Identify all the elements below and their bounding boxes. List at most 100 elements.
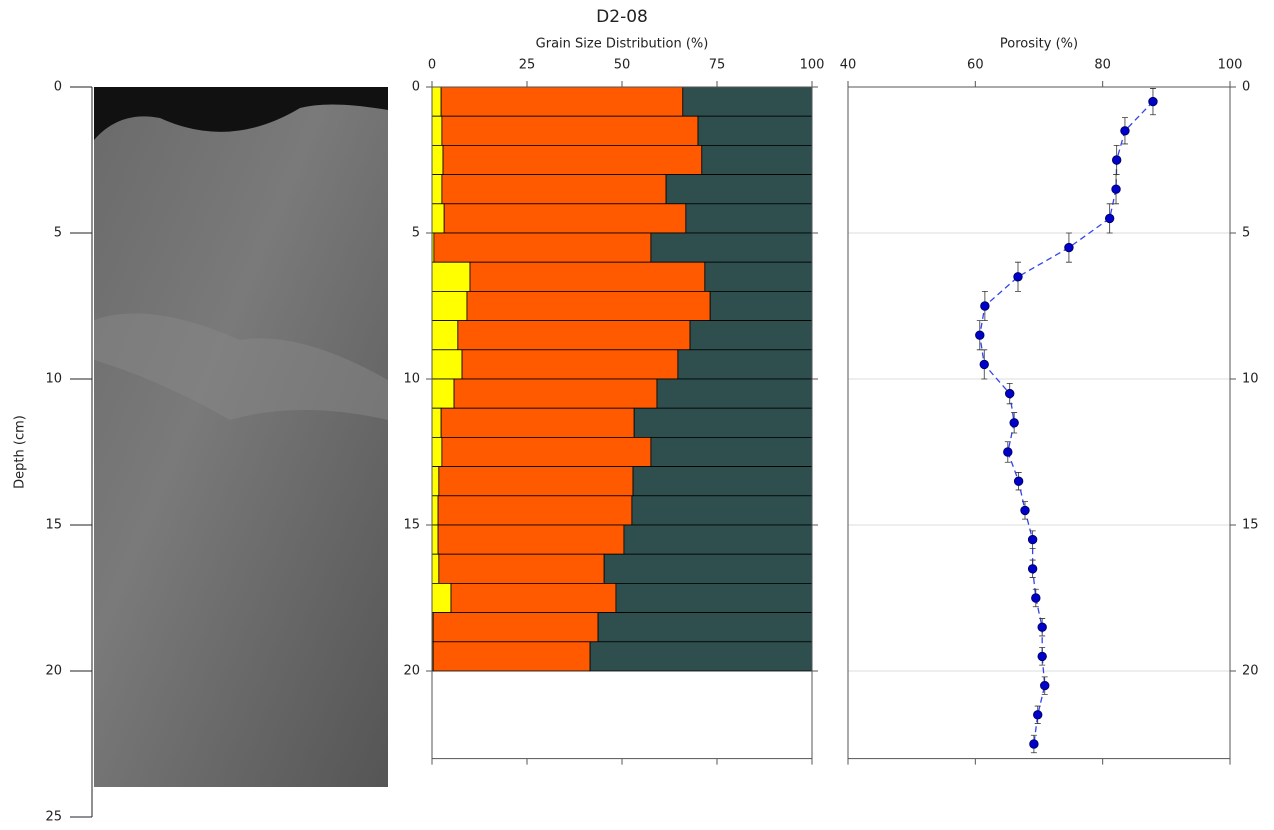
bar-segment xyxy=(589,641,813,672)
y-tick-label: 10 xyxy=(403,372,420,387)
point xyxy=(1009,418,1019,428)
y-tick-label: 5 xyxy=(1242,226,1250,241)
bar-segment xyxy=(466,290,711,321)
x-tick-label: 75 xyxy=(709,58,726,73)
bar-segment xyxy=(689,320,813,351)
bar-segment xyxy=(431,115,443,146)
x-axis-label: Porosity (%) xyxy=(1000,37,1078,52)
bar-segment xyxy=(431,436,443,467)
bar-segment xyxy=(431,553,440,584)
bar-segment xyxy=(431,466,440,497)
y-tick-label: 5 xyxy=(412,226,420,241)
point xyxy=(1111,155,1122,165)
bar-segment xyxy=(469,261,706,292)
point xyxy=(1111,184,1121,194)
plot-frame xyxy=(847,86,1231,760)
y-tick-label: 0 xyxy=(54,80,62,95)
point xyxy=(1031,593,1041,603)
y-tick-label: 5 xyxy=(54,226,62,241)
bar-segment xyxy=(682,86,813,117)
y-tick-label: 20 xyxy=(45,664,62,679)
y-tick-label: 15 xyxy=(1242,518,1259,533)
bar-segment xyxy=(633,407,813,438)
point xyxy=(1033,710,1043,720)
bar-segment xyxy=(437,524,625,555)
bar-segment xyxy=(440,407,635,438)
point xyxy=(1027,564,1038,574)
x-tick-label: 60 xyxy=(967,58,984,73)
x-tick-label: 0 xyxy=(428,58,436,73)
bar-segment xyxy=(431,261,471,292)
core-image xyxy=(94,87,388,787)
point xyxy=(1064,242,1074,253)
bar-segment xyxy=(453,378,658,409)
bar-segment xyxy=(615,583,813,614)
point xyxy=(1040,680,1050,691)
y-tick-label: 20 xyxy=(403,664,420,679)
point xyxy=(1013,476,1024,486)
bar-segment xyxy=(665,174,813,205)
point xyxy=(1037,651,1047,662)
bar-segment xyxy=(441,174,667,205)
bar-segment xyxy=(431,349,463,380)
bar-segment xyxy=(597,612,813,643)
bar-segment xyxy=(603,553,813,584)
bar-segment xyxy=(623,524,813,555)
bar-segment xyxy=(438,466,634,497)
bar-segment xyxy=(441,115,699,146)
x-axis-label: Grain Size Distribution (%) xyxy=(536,37,709,52)
point xyxy=(975,330,985,340)
point xyxy=(1148,96,1158,107)
bar-segment xyxy=(431,203,445,234)
bar-segment xyxy=(677,349,813,380)
point xyxy=(1027,534,1038,545)
bar-segment xyxy=(431,495,439,526)
x-tick-label: 25 xyxy=(519,58,536,73)
y-tick-label: 20 xyxy=(1242,664,1259,679)
point xyxy=(980,301,990,311)
point xyxy=(1020,505,1030,516)
chart-title: D2-08 xyxy=(596,7,648,27)
x-tick-label: 100 xyxy=(1218,58,1243,73)
point xyxy=(1029,739,1039,749)
y-tick-label: 15 xyxy=(403,518,420,533)
point xyxy=(1003,447,1013,457)
bar-segment xyxy=(631,495,813,526)
x-tick-label: 40 xyxy=(840,58,857,73)
y-tick-label: 25 xyxy=(45,810,62,825)
bar-segment xyxy=(685,203,813,234)
bar-segment xyxy=(431,583,452,614)
bar-segment xyxy=(438,553,605,584)
point xyxy=(1037,622,1047,632)
point xyxy=(979,359,989,370)
bar-segment xyxy=(432,641,591,672)
bar-segment xyxy=(431,290,468,321)
bar-segment xyxy=(437,495,633,526)
bar-segment xyxy=(443,203,687,234)
y-tick-label: 10 xyxy=(45,372,62,387)
bar-segment xyxy=(433,232,652,263)
bar-segment xyxy=(431,86,442,117)
x-tick-label: 50 xyxy=(614,58,631,73)
point xyxy=(1120,126,1130,136)
bar-segment xyxy=(650,436,813,467)
y-tick-label: 15 xyxy=(45,518,62,533)
bar-segment xyxy=(697,115,813,146)
y-tick-label: 10 xyxy=(1242,372,1259,387)
bar-segment xyxy=(450,583,617,614)
bar-segment xyxy=(704,261,813,292)
bar-segment xyxy=(709,290,813,321)
bar-segment xyxy=(440,86,684,117)
bar-segment xyxy=(432,612,599,643)
bar-segment xyxy=(431,378,455,409)
bar-segment xyxy=(650,232,813,263)
line xyxy=(979,101,1154,745)
y-axis-label: Depth (cm) xyxy=(13,415,28,489)
x-tick-label: 80 xyxy=(1094,58,1111,73)
bar-segment xyxy=(431,144,444,175)
x-tick-label: 100 xyxy=(800,58,825,73)
point xyxy=(1104,213,1115,224)
bar-segment xyxy=(701,144,813,175)
bar-segment xyxy=(431,320,459,351)
